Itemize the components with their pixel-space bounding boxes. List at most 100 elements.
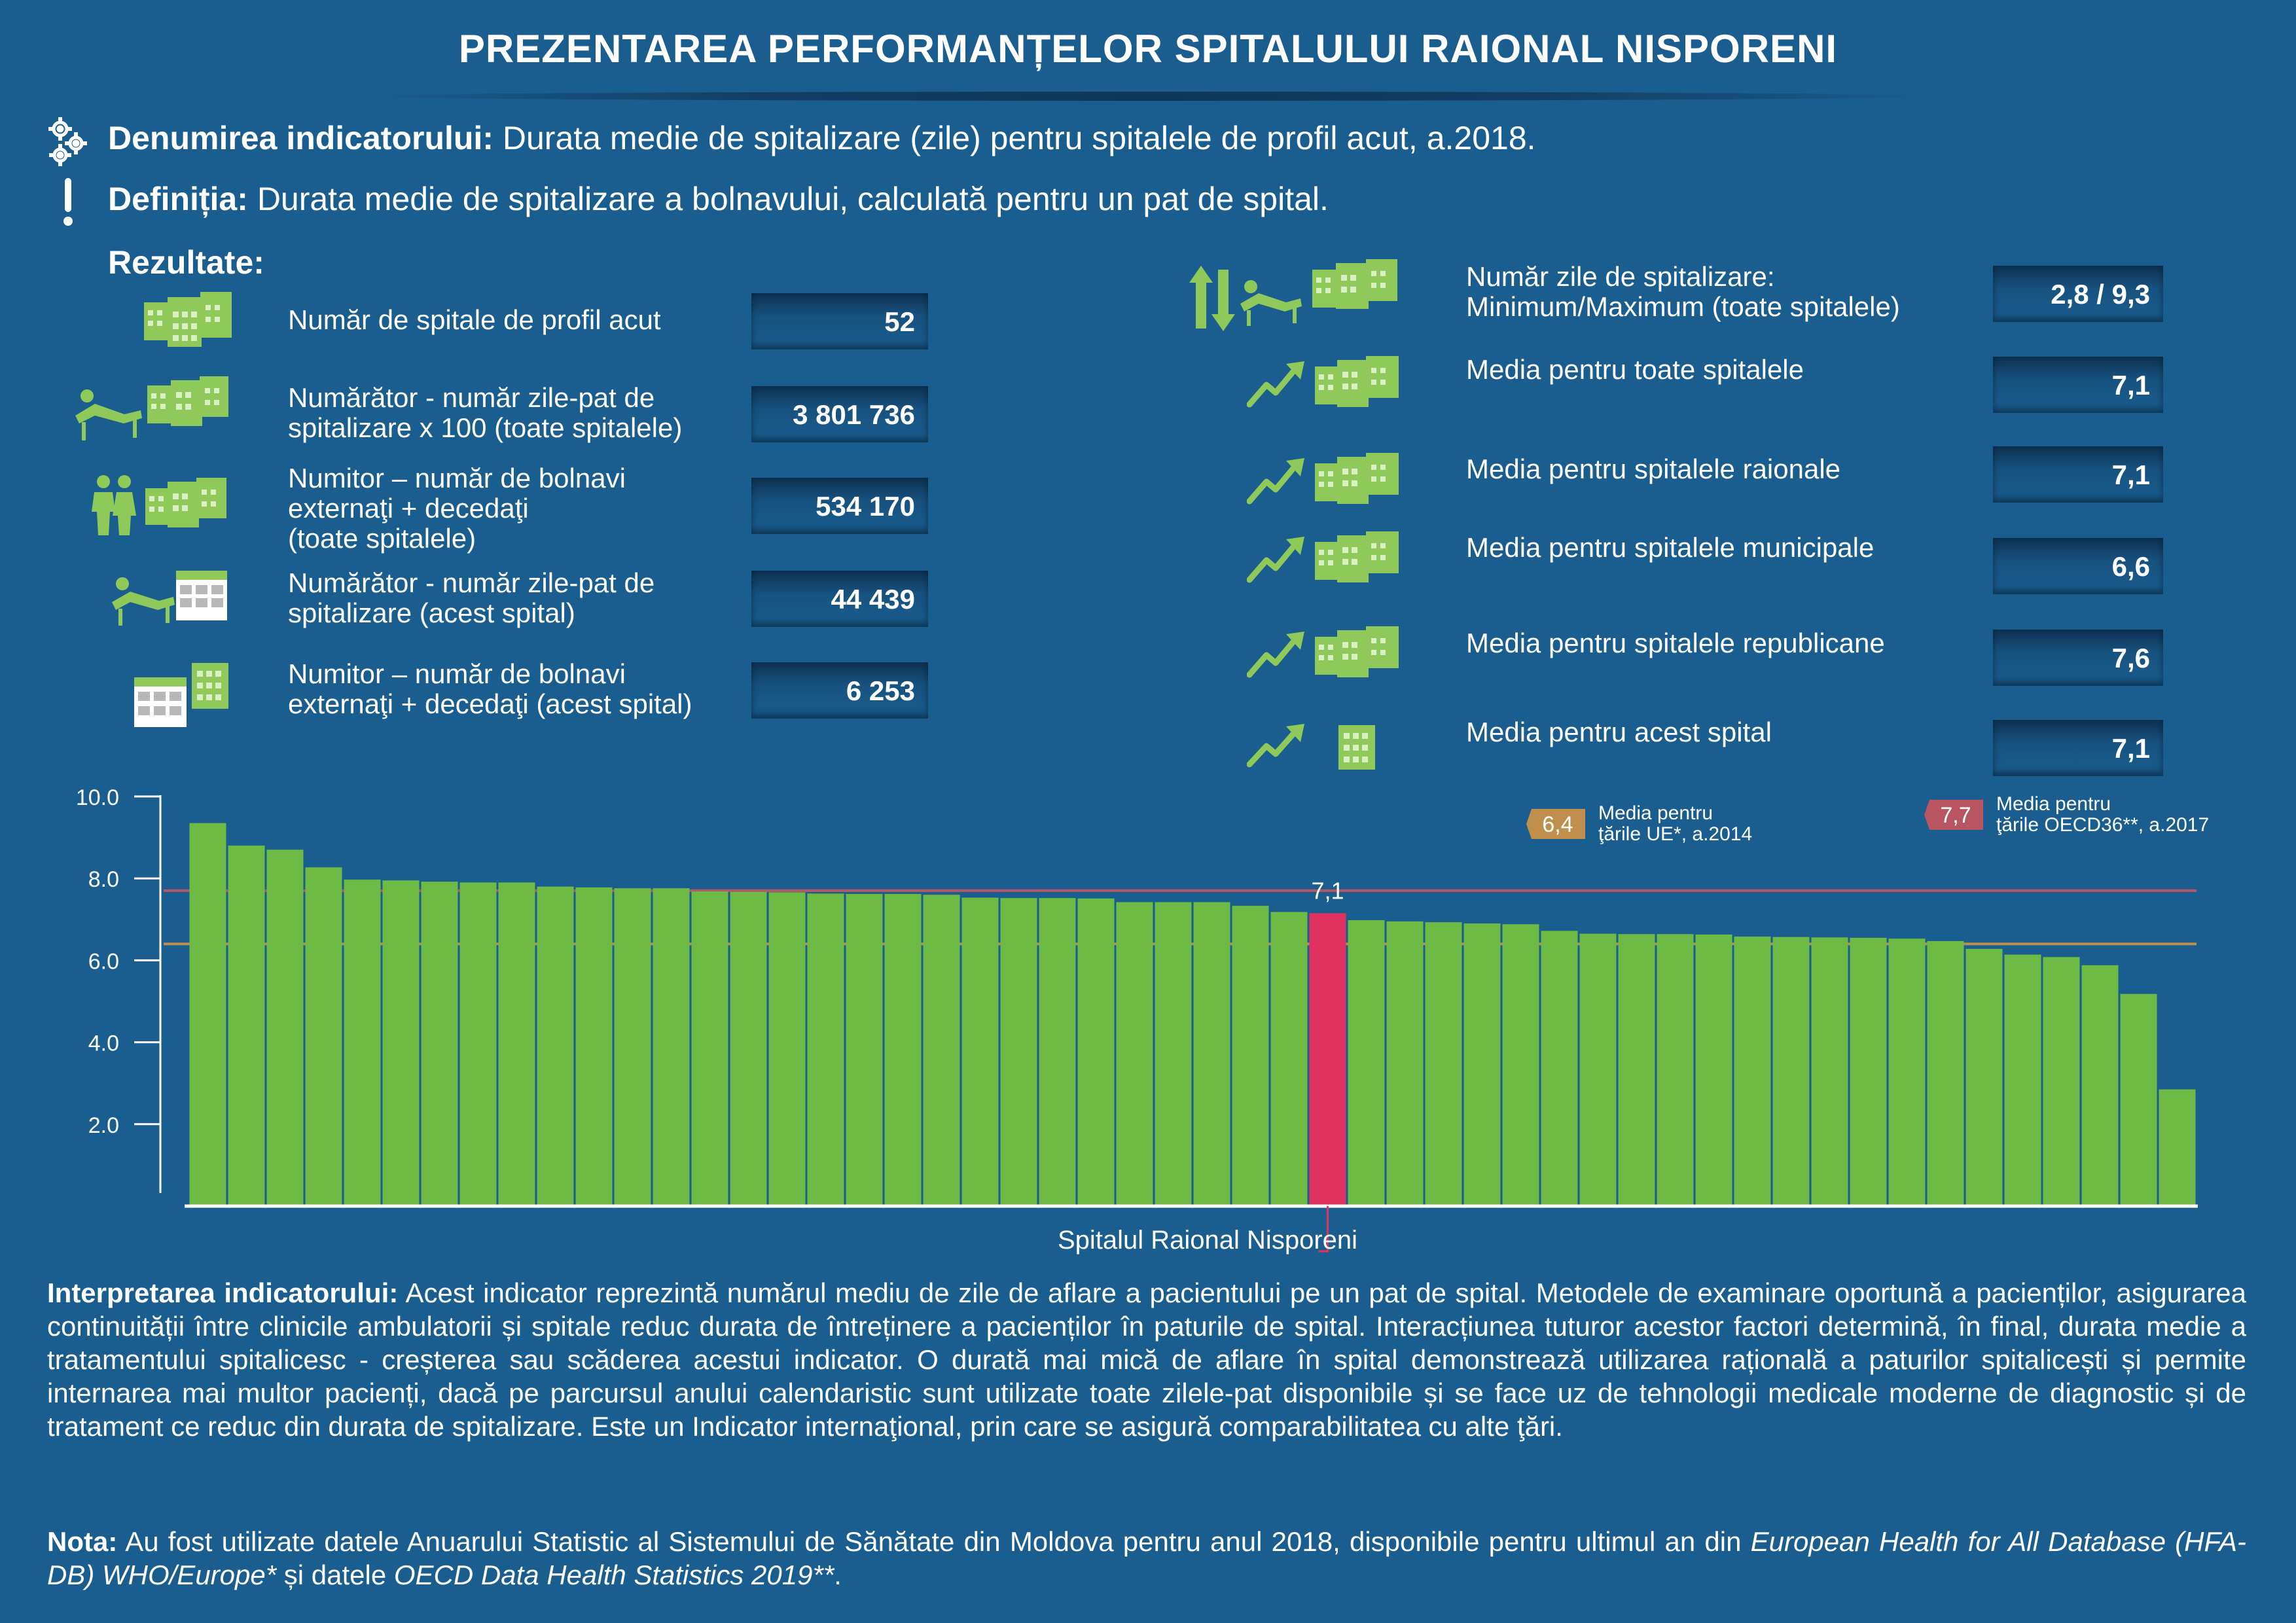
left-stat-label-1: Numărător - număr zile-pat de spitalizar… [288, 382, 683, 443]
bar [344, 880, 381, 1206]
bar [1077, 898, 1115, 1206]
bar [1463, 923, 1501, 1206]
note-text-3: . [834, 1560, 842, 1590]
bar [1657, 934, 1694, 1206]
left-stat-label-2: Numitor – număr de bolnavi externaţi + d… [288, 463, 626, 554]
trend-hospitals-icon [1247, 624, 1401, 683]
bar [884, 893, 922, 1206]
hospital-buildings-icon [144, 288, 232, 347]
right-stat-value-0: 2,8 / 9,3 [1993, 266, 2163, 322]
eu-legend-line1: Media pentru [1598, 802, 1713, 824]
right-stat-value-1: 7,1 [1993, 357, 2163, 413]
patient-bed-hospitals-icon [69, 376, 229, 448]
title-divider [367, 92, 1931, 101]
bar [923, 895, 960, 1206]
trend-hospital-icon [1247, 720, 1378, 772]
bar [2043, 957, 2080, 1206]
bar [807, 893, 844, 1206]
right-stat-label-3: Media pentru spitalele municipale [1466, 532, 1874, 563]
bar [459, 882, 497, 1206]
right-stat-label-1: Media pentru toate spitalele [1466, 354, 1804, 385]
bar [653, 888, 690, 1206]
bar [2081, 965, 2119, 1206]
bar [1502, 924, 1539, 1206]
definition-value: Durata medie de spitalizare a bolnavului… [257, 181, 1329, 217]
bar [1039, 898, 1076, 1206]
bar [1193, 902, 1230, 1206]
bar [1116, 902, 1153, 1206]
bar [1888, 938, 1926, 1206]
exclamation-icon [60, 175, 76, 228]
bar [189, 823, 226, 1206]
bar [228, 846, 265, 1206]
right-stat-label-4: Media pentru spitalele republicane [1466, 628, 1885, 658]
definition-label: Definiția: [108, 181, 248, 217]
patient-bed-calendar-icon [108, 564, 229, 630]
interpretation-paragraph: Interpretarea indicatorului: Acest indic… [47, 1276, 2246, 1443]
bar [2120, 993, 2157, 1206]
bar [2159, 1089, 2196, 1206]
right-stat-value-2: 7,1 [1993, 446, 2163, 503]
right-stat-value-5: 7,1 [1993, 720, 2163, 776]
bar [691, 891, 728, 1206]
trend-hospitals-icon [1247, 353, 1401, 412]
oecd-badge-value: 7,7 [1940, 803, 1971, 828]
left-stat-value-4: 6 253 [751, 662, 928, 719]
left-stat-value-0: 52 [751, 293, 928, 349]
bar [1695, 934, 1732, 1206]
highlight-bar [1309, 913, 1346, 1206]
trend-hospitals-icon [1247, 529, 1401, 588]
bar [846, 893, 883, 1206]
y-tick-label: 2.0 [88, 1113, 119, 1138]
bar [961, 897, 999, 1206]
left-stat-label-4: Numitor – număr de bolnavi externaţi + d… [288, 658, 692, 719]
left-stat-value-3: 44 439 [751, 571, 928, 627]
eu-badge [1526, 809, 1585, 839]
bar [537, 886, 574, 1206]
bar [305, 867, 342, 1206]
bar [1850, 937, 1887, 1206]
eu-legend-line2: ţările UE*, a.2014 [1598, 823, 1752, 845]
bar [382, 880, 420, 1206]
bar [614, 888, 651, 1206]
left-stat-label-3: Numărător - număr zile-pat de spitalizar… [288, 567, 655, 628]
bar [498, 882, 535, 1206]
bar [1772, 936, 1810, 1206]
bar [1734, 936, 1771, 1206]
bar [2004, 954, 2041, 1206]
min-max-bed-hospitals-icon [1188, 257, 1401, 335]
right-stat-value-4: 7,6 [1993, 630, 2163, 686]
note-source-oecd: OECD Data Health Statistics 2019** [393, 1560, 834, 1590]
highlight-leader-line [1318, 1206, 1329, 1253]
bar [421, 882, 458, 1206]
bar [1232, 906, 1269, 1206]
bar [1579, 933, 1617, 1206]
highlight-bar-label: 7,1 [1311, 877, 1344, 904]
y-tick-label: 8.0 [88, 867, 119, 892]
bar [1927, 940, 1964, 1206]
bar [1965, 948, 2003, 1206]
interpretation-label: Interpretarea indicatorului: [47, 1277, 399, 1308]
bar [768, 892, 806, 1206]
right-stat-label-2: Media pentru spitalele raionale [1466, 454, 1841, 484]
people-hospitals-icon [90, 473, 228, 538]
oecd-legend-line1: Media pentru [1996, 793, 2111, 815]
bar [1348, 920, 1385, 1206]
bar [1811, 937, 1848, 1206]
left-stat-value-2: 534 170 [751, 478, 928, 534]
y-tick-label: 6.0 [88, 949, 119, 974]
bar [1155, 902, 1192, 1206]
bar [1425, 922, 1462, 1206]
interpretation-text: Acest indicator reprezintă numărul mediu… [47, 1277, 2246, 1442]
indicator-label: Denumirea indicatorului: [108, 120, 493, 156]
y-tick-label: 4.0 [88, 1031, 119, 1056]
indicator-value: Durata medie de spitalizare (zile) pentr… [502, 120, 1536, 156]
right-stat-value-3: 6,6 [1993, 538, 2163, 594]
right-stat-label-5: Media pentru acest spital [1466, 717, 1772, 747]
right-stat-label-0: Număr zile de spitalizare: Minimum/Maxim… [1466, 261, 1900, 322]
page-title: PREZENTAREA PERFORMANȚELOR SPITALULUI RA… [458, 27, 1838, 71]
note-label: Nota: [47, 1526, 118, 1557]
calendar-hospital-icon [133, 658, 231, 730]
bar-chart: 10.0 8.0 6.0 4.0 2.0 7,1 Spitalul Raional Ni… [76, 785, 2209, 1255]
y-tick-label: 10.0 [76, 785, 119, 810]
